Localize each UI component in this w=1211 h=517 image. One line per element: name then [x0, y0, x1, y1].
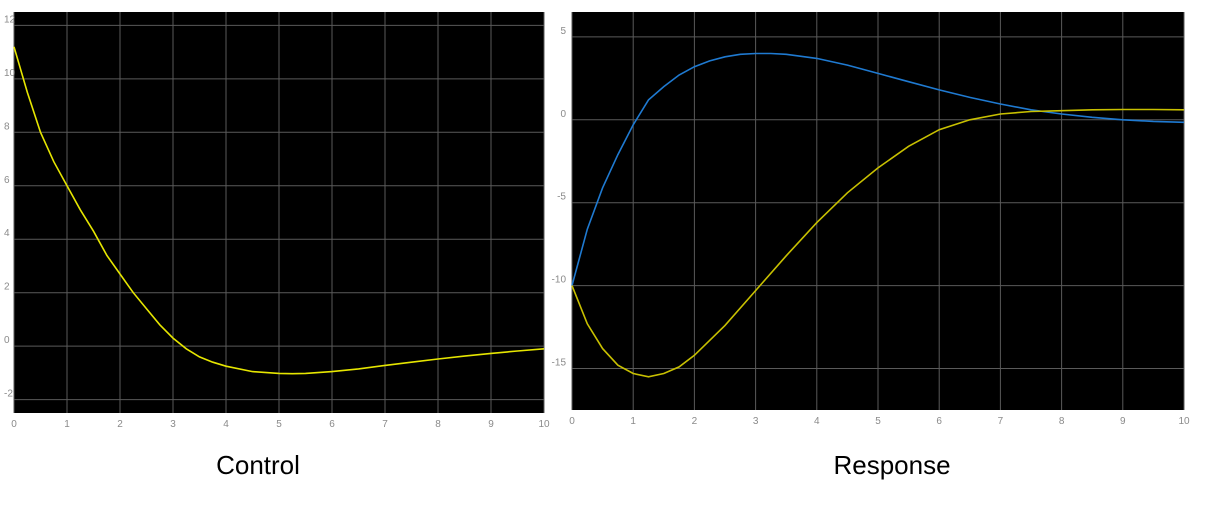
- x-tick-label: 8: [435, 419, 441, 430]
- y-tick-label: 5: [560, 26, 566, 37]
- y-tick-label: 8: [4, 121, 10, 132]
- series-line-0: [13, 46, 545, 375]
- y-tick-label: 12: [4, 14, 16, 25]
- y-tick-label: -15: [552, 358, 567, 369]
- x-tick-label: 9: [488, 419, 494, 430]
- x-tick-label: 9: [1120, 416, 1126, 427]
- y-tick-label: 0: [4, 335, 10, 346]
- y-tick-label: 0: [560, 109, 566, 120]
- x-tick-label: 1: [64, 419, 70, 430]
- y-tick-label: 6: [4, 175, 10, 186]
- x-tick-label: 6: [936, 416, 942, 427]
- response-chart: 0 1 2 3 4 5 6 7 8 9 10 5 0 -5 -10 -15 Response: [552, 12, 1190, 480]
- x-tick-label: 3: [753, 416, 759, 427]
- x-tick-label: 10: [1178, 416, 1190, 427]
- x-tick-label: 4: [814, 416, 820, 427]
- y-tick-label: 10: [4, 68, 16, 79]
- x-tick-label: 10: [538, 419, 550, 430]
- x-tick-label: 1: [630, 416, 636, 427]
- x-tick-label: 7: [382, 419, 388, 430]
- x-tick-label: 6: [329, 419, 335, 430]
- chart-caption: Control: [216, 450, 300, 480]
- series-line-1: [571, 108, 1185, 378]
- x-tick-label: 2: [117, 419, 123, 430]
- x-tick-label: 5: [875, 416, 881, 427]
- y-tick-label: 4: [4, 228, 10, 239]
- y-tick-label: -10: [552, 275, 567, 286]
- x-tick-label: 7: [998, 416, 1004, 427]
- chart-caption: Response: [833, 450, 950, 480]
- y-tick-label: -2: [4, 389, 13, 400]
- x-tick-label: 0: [11, 419, 17, 430]
- x-tick-label: 5: [276, 419, 282, 430]
- x-tick-label: 3: [170, 419, 176, 430]
- x-tick-label: 0: [569, 416, 575, 427]
- y-tick-label: -5: [557, 192, 566, 203]
- x-tick-label: 2: [692, 416, 698, 427]
- y-tick-label: 2: [4, 282, 10, 293]
- x-tick-label: 8: [1059, 416, 1065, 427]
- x-tick-label: 4: [223, 419, 229, 430]
